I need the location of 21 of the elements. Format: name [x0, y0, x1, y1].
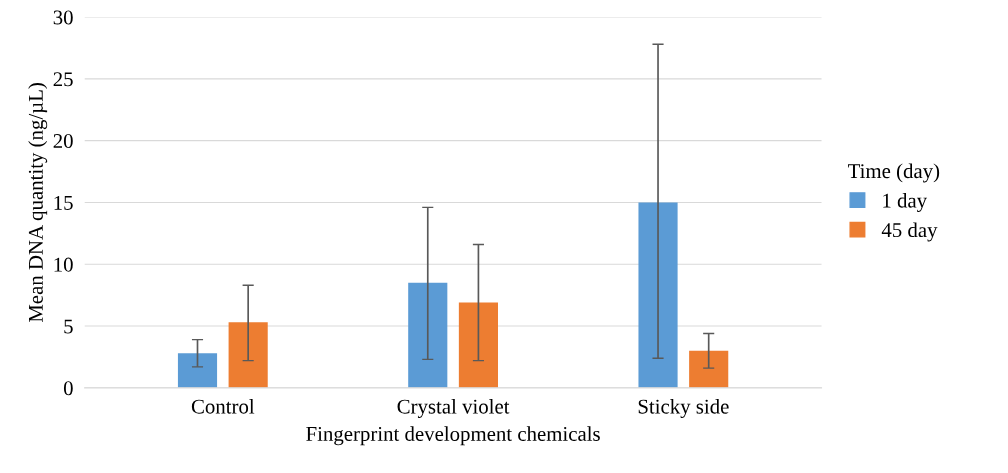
y-tick-label: 20: [53, 134, 73, 149]
bar: [458, 302, 498, 388]
x-tick-label: Control: [191, 398, 255, 414]
bar: [689, 350, 729, 388]
bar: [228, 322, 268, 388]
legend-label: 45 day: [881, 222, 938, 242]
y-tick-label: 0: [63, 381, 73, 396]
legend-label: 1 day: [883, 192, 928, 212]
x-axis-title: Fingerprint development chemicals: [306, 426, 600, 446]
y-tick-label: 5: [64, 319, 73, 334]
y-tick-label: 15: [54, 195, 73, 210]
legend-title: Time (day): [848, 163, 940, 183]
y-tick-label: 30: [53, 10, 73, 25]
y-tick-label: 10: [54, 257, 73, 272]
x-tick-label: Sticky side: [638, 398, 729, 418]
bar: [408, 282, 448, 388]
x-tick-label: Crystal violet: [397, 398, 510, 418]
bar: [638, 202, 678, 388]
bar: [177, 353, 218, 388]
y-tick-label: 25: [53, 72, 73, 87]
y-axis-title: Mean DNA quantity (ng/µL): [28, 83, 48, 323]
